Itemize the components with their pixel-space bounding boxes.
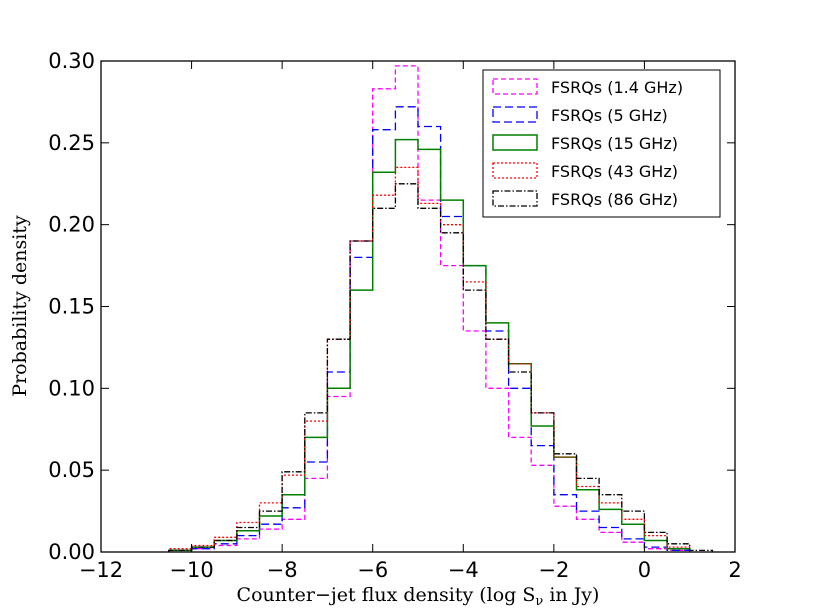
x-tick-label: −2 — [538, 558, 569, 582]
x-axis-label: Counter−jet flux density (log Sν in Jy) — [237, 584, 600, 609]
legend-entry-label: FSRQs (15 GHz) — [551, 134, 678, 153]
legend-swatch — [492, 78, 538, 95]
series-layer — [168, 65, 714, 552]
legend-entry-label: FSRQs (5 GHz) — [551, 106, 668, 125]
y-tick-label: 0.10 — [48, 376, 95, 400]
legend-swatch — [492, 106, 538, 123]
legend-swatch — [492, 190, 538, 207]
x-tick-label: −8 — [267, 558, 298, 582]
histogram-series-2 — [168, 106, 691, 552]
legend: FSRQs (1.4 GHz) FSRQs (5 GHz) FSRQs (15 GH… — [482, 69, 721, 218]
x-tick-label: −6 — [357, 558, 388, 582]
y-tick-label: 0.25 — [48, 131, 95, 155]
x-tick-label: −4 — [448, 558, 479, 582]
x-tick-label: −10 — [169, 558, 213, 582]
legend-swatch — [492, 134, 538, 151]
histogram-series-4 — [168, 166, 691, 552]
y-tick-label: 0.05 — [48, 458, 95, 482]
y-tick-label: 0.30 — [48, 49, 95, 73]
ticks-layer: −12 −10 −8 −6 −4 −2 0 2 0.00 0.05 0.10 0.15 0.20 0.25… — [48, 49, 741, 582]
legend-entry-label: FSRQs (43 GHz) — [551, 162, 678, 181]
x-tick-label: −12 — [79, 558, 123, 582]
histogram-series-1 — [168, 65, 691, 552]
legend-swatch — [492, 162, 538, 179]
legend-entry-label: FSRQs (86 GHz) — [551, 190, 678, 209]
legend-entry-label: FSRQs (1.4 GHz) — [551, 78, 683, 97]
x-tick-label: 2 — [728, 558, 741, 582]
y-tick-label: 0.20 — [48, 213, 95, 237]
y-axis-label: Probability density — [9, 215, 31, 397]
x-tick-label: 0 — [638, 558, 651, 582]
histogram-series-3 — [168, 138, 691, 552]
histogram-series-5 — [168, 183, 714, 552]
y-tick-label: 0.15 — [48, 295, 95, 319]
y-tick-label: 0.00 — [48, 540, 95, 564]
